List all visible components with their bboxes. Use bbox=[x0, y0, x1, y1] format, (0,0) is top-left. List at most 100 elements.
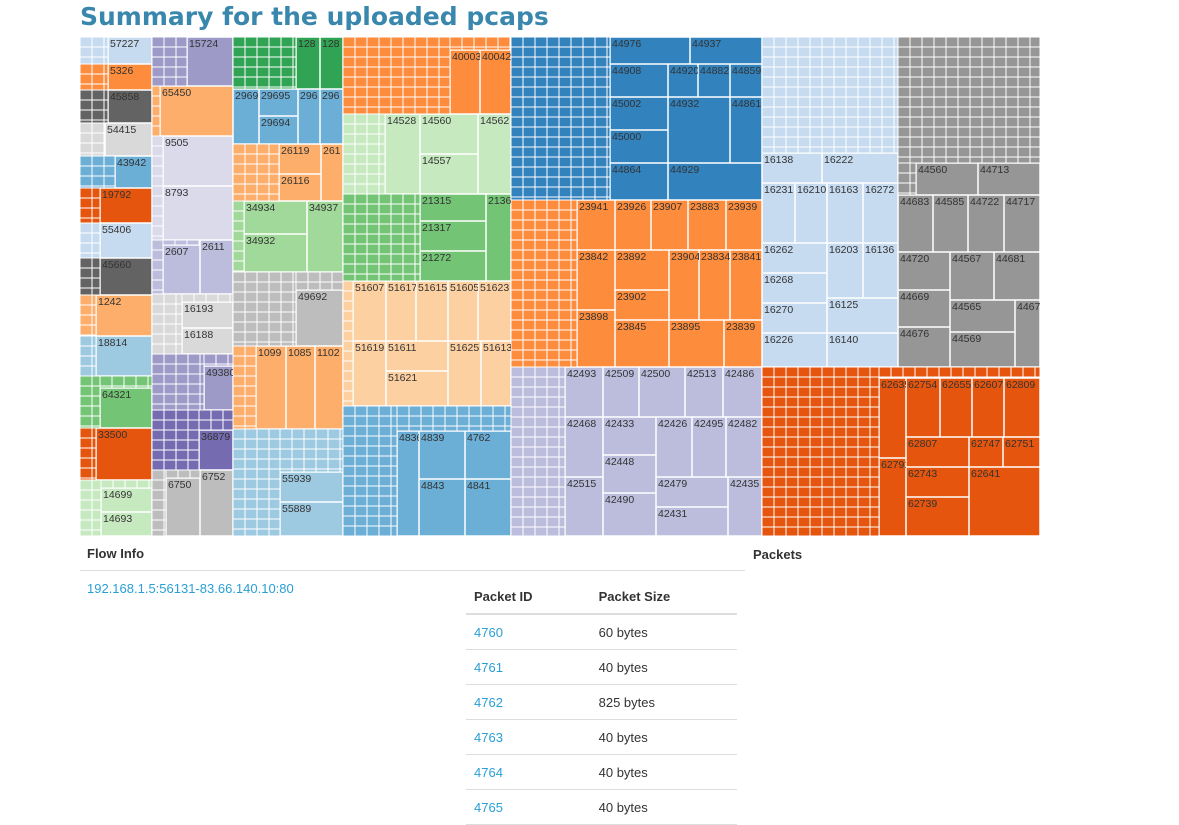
small-cell bbox=[797, 486, 811, 498]
small-cell bbox=[79, 324, 93, 336]
small-cell bbox=[558, 56, 572, 68]
small-cell bbox=[79, 437, 93, 449]
cell-box bbox=[795, 183, 827, 243]
small-cell bbox=[570, 36, 584, 48]
small-cell bbox=[558, 106, 572, 118]
small-cell bbox=[993, 116, 1007, 128]
small-cell bbox=[534, 146, 548, 158]
small-cell bbox=[510, 76, 524, 88]
small-cell bbox=[366, 425, 380, 437]
small-cell bbox=[244, 153, 258, 165]
cell-box bbox=[699, 250, 730, 320]
cell-label: 42431 bbox=[658, 508, 687, 520]
small-cell bbox=[761, 386, 775, 398]
cell-box bbox=[280, 472, 343, 502]
packet-link[interactable]: 4763 bbox=[474, 729, 503, 745]
small-cell bbox=[510, 366, 524, 378]
small-cell bbox=[79, 89, 93, 101]
small-cell bbox=[354, 203, 368, 215]
small-cell bbox=[821, 76, 835, 88]
small-cell bbox=[845, 376, 859, 388]
small-cell bbox=[878, 366, 892, 378]
small-cell bbox=[151, 135, 164, 147]
cell-label: 1085 bbox=[288, 347, 312, 359]
small-cell bbox=[378, 133, 386, 145]
small-cell bbox=[79, 109, 93, 121]
small-cell bbox=[91, 294, 97, 306]
flow-info-heading: Flow Info bbox=[87, 546, 145, 561]
small-cell bbox=[558, 146, 572, 158]
small-cell bbox=[933, 66, 947, 78]
small-cell bbox=[292, 36, 297, 48]
small-cell bbox=[1017, 46, 1031, 58]
cell-box bbox=[465, 431, 511, 479]
small-cell bbox=[91, 437, 97, 449]
small-cell bbox=[244, 341, 258, 347]
small-cell bbox=[857, 506, 871, 518]
small-cell bbox=[522, 436, 536, 448]
small-cell bbox=[797, 56, 811, 68]
small-cell bbox=[546, 229, 560, 241]
small-cell bbox=[378, 495, 392, 507]
small-cell bbox=[546, 259, 560, 271]
small-cell bbox=[378, 96, 392, 108]
small-cell bbox=[342, 455, 356, 467]
cell-label: 42509 bbox=[605, 368, 634, 380]
small-cell bbox=[175, 293, 183, 305]
packets-table: Packet ID Packet Size 4760 60 bytes 4761 40… bbox=[466, 580, 737, 825]
small-cell bbox=[933, 76, 947, 88]
small-cell bbox=[797, 516, 811, 528]
small-cell bbox=[809, 116, 823, 128]
packet-link[interactable]: 4760 bbox=[474, 624, 503, 640]
small-cell bbox=[151, 85, 161, 97]
small-cell bbox=[546, 376, 560, 388]
small-cell bbox=[342, 435, 356, 447]
small-cell bbox=[232, 518, 246, 530]
cell-label: 42486 bbox=[725, 368, 754, 380]
small-cell bbox=[833, 506, 847, 518]
small-cell bbox=[773, 96, 787, 108]
small-cell bbox=[292, 76, 297, 88]
packet-link[interactable]: 4765 bbox=[474, 799, 503, 815]
small-cell bbox=[291, 428, 305, 440]
small-cell bbox=[187, 393, 201, 405]
packet-link[interactable]: 4764 bbox=[474, 764, 503, 780]
small-cell bbox=[244, 291, 258, 303]
small-cell bbox=[1005, 126, 1019, 138]
small-cell bbox=[534, 339, 548, 351]
small-cell bbox=[1029, 116, 1041, 128]
small-cell bbox=[151, 76, 165, 87]
small-cell bbox=[981, 136, 995, 148]
small-cell bbox=[845, 386, 859, 398]
small-cell bbox=[809, 126, 823, 138]
small-cell bbox=[881, 106, 895, 118]
cell-label: 62791 bbox=[881, 459, 910, 471]
small-cell bbox=[902, 366, 916, 378]
small-cell bbox=[546, 66, 560, 78]
small-cell bbox=[151, 259, 164, 271]
small-cell bbox=[151, 459, 165, 471]
small-cell bbox=[981, 86, 995, 98]
small-cell bbox=[945, 36, 959, 48]
packet-link[interactable]: 4762 bbox=[474, 694, 503, 710]
cell: 4763 bbox=[466, 719, 591, 755]
small-cell bbox=[103, 142, 106, 154]
small-cell bbox=[558, 186, 572, 198]
small-cell bbox=[390, 86, 404, 98]
small-cell bbox=[809, 496, 823, 508]
small-cell bbox=[91, 395, 101, 407]
cell-label: 44859 bbox=[732, 65, 761, 77]
small-cell bbox=[151, 509, 165, 521]
small-cell bbox=[809, 106, 823, 118]
small-cell bbox=[957, 116, 971, 128]
small-cell bbox=[232, 508, 246, 520]
small-cell bbox=[342, 310, 354, 322]
small-cell bbox=[103, 46, 109, 58]
treemap-cell: 42500 bbox=[639, 367, 685, 417]
small-cell bbox=[378, 76, 392, 88]
cell-label: 51611 bbox=[388, 342, 417, 354]
flow-link[interactable]: 192.168.1.5:56131-83.66.140.10:80 bbox=[87, 581, 294, 596]
small-cell bbox=[534, 259, 548, 271]
cell-label: 23926 bbox=[617, 201, 646, 213]
packet-link[interactable]: 4761 bbox=[474, 659, 503, 675]
